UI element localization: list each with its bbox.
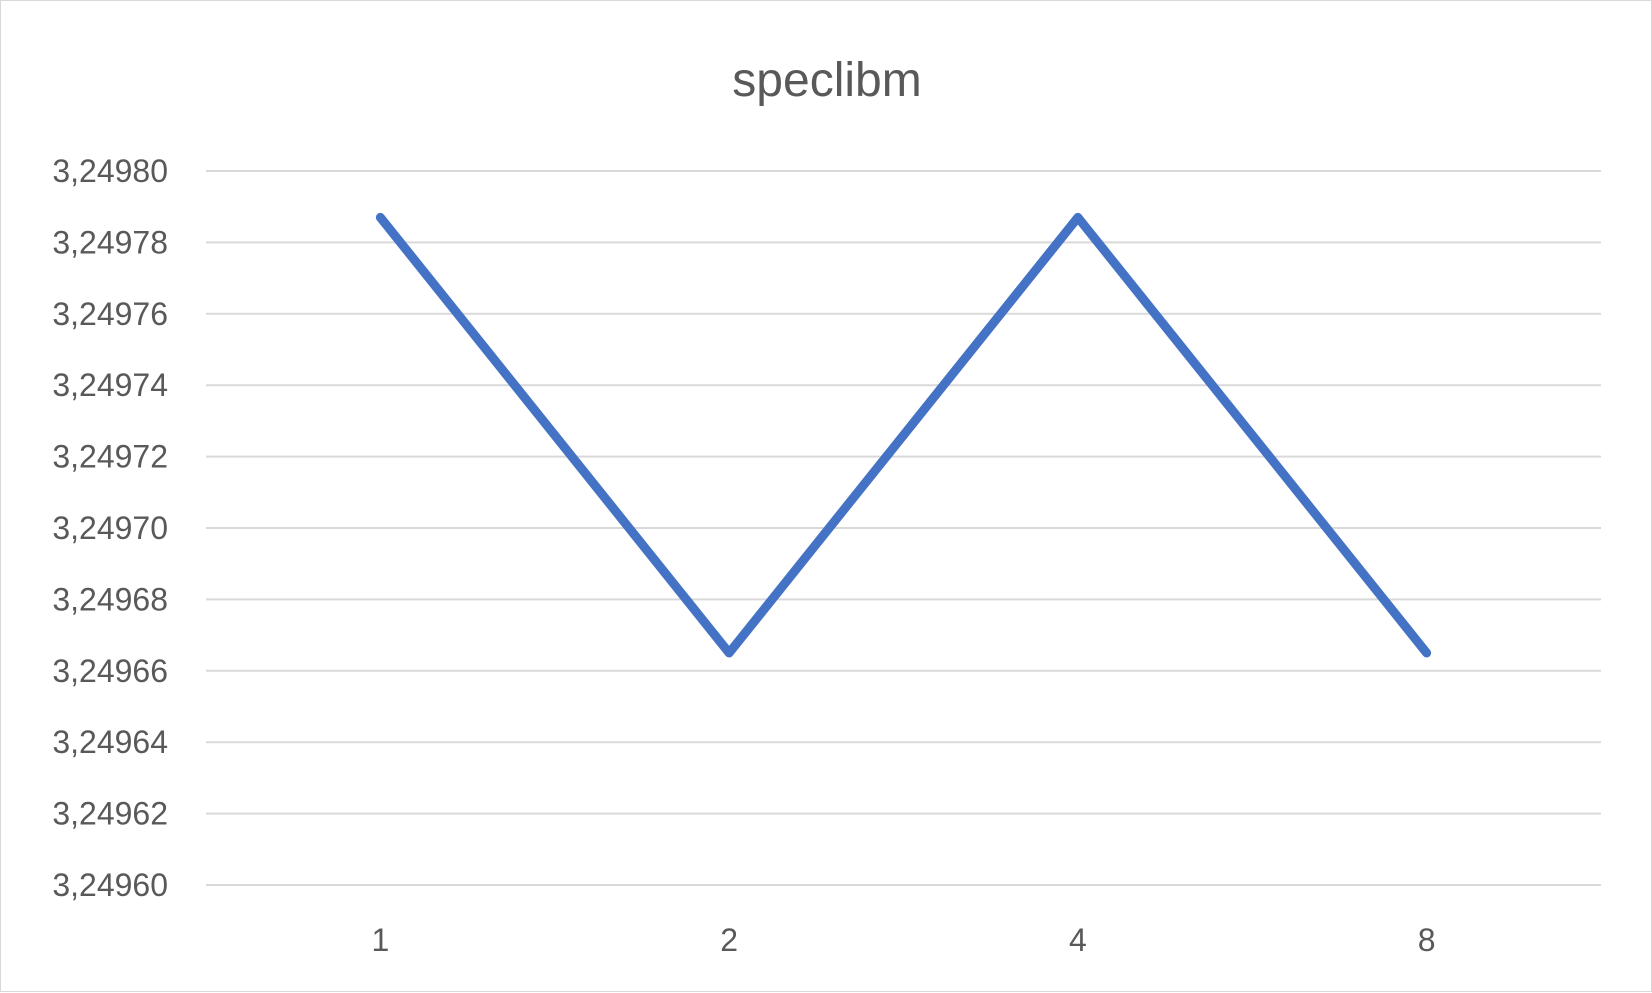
chart-title: speclibm <box>732 54 921 107</box>
x-tick-label: 2 <box>720 922 738 958</box>
y-tick-label: 3,24978 <box>52 224 168 260</box>
y-tick-label: 3,24964 <box>52 724 168 760</box>
y-tick-label: 3,24972 <box>52 439 168 475</box>
y-tick-label: 3,24974 <box>52 367 168 403</box>
x-tick-label: 8 <box>1418 922 1436 958</box>
x-tick-label: 4 <box>1069 922 1087 958</box>
series-line <box>375 212 1432 658</box>
x-tick-label: 1 <box>371 922 389 958</box>
y-axis-tick-labels: 3,24960 3,24962 3,24964 3,24966 3,24968 3,249… <box>52 153 168 903</box>
y-tick-label: 3,24976 <box>52 296 168 332</box>
y-tick-label: 3,24966 <box>52 653 168 689</box>
y-tick-label: 3,24980 <box>52 153 168 189</box>
x-axis-tick-labels: 1 2 4 8 <box>371 922 1435 958</box>
y-tick-label: 3,24962 <box>52 796 168 832</box>
y-tick-label: 3,24968 <box>52 581 168 617</box>
y-tick-label: 3,24960 <box>52 867 168 903</box>
series-group <box>375 212 1432 658</box>
gridlines <box>206 170 1601 886</box>
y-tick-label: 3,24970 <box>52 510 168 546</box>
